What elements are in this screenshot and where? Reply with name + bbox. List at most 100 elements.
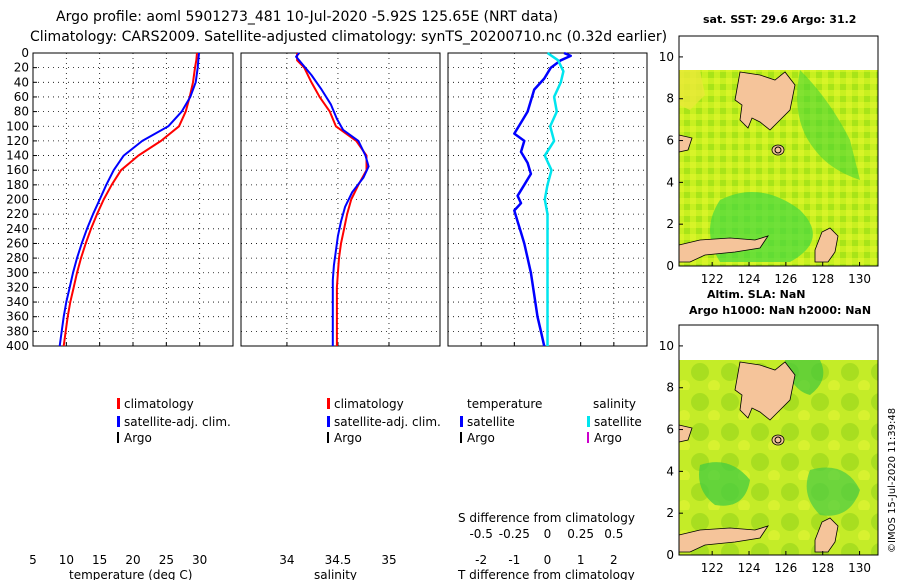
map-y-tick-label: 10 xyxy=(659,339,674,353)
legend-label-sal-argo: Argo xyxy=(594,431,622,445)
temperature-grid xyxy=(33,53,233,346)
depth-tick-label: 100 xyxy=(6,119,29,133)
depth-tick-label: 80 xyxy=(14,105,29,119)
legend-label-satellite: satellite-adj. clim. xyxy=(334,415,441,429)
depth-tick-label: 340 xyxy=(6,295,29,309)
legend-swatch-sal-satellite xyxy=(587,416,590,427)
depth-tick-label: 320 xyxy=(6,280,29,294)
sst-map-warm-patch xyxy=(679,70,705,110)
map-y-tick-label: 2 xyxy=(666,506,674,520)
salinity-panel-frame xyxy=(240,52,441,347)
legend-label-climatology: climatology xyxy=(124,397,194,411)
sla-map xyxy=(678,324,879,556)
depth-tick-label: 360 xyxy=(6,310,29,324)
sst-map-cool-patch xyxy=(797,70,860,180)
legend-swatch-sal-argo xyxy=(587,432,589,443)
legend-label-sal-satellite: satellite xyxy=(594,415,642,429)
x-tick-label: 0 xyxy=(544,553,552,567)
sla-map-title-line1: Altim. SLA: NaN xyxy=(707,288,806,301)
x-tick-label: 35 xyxy=(381,553,396,567)
sla-map-green-patch xyxy=(785,360,824,395)
map-y-tick-label: 10 xyxy=(659,50,674,64)
sla-map-land-south-west xyxy=(678,525,769,553)
depth-tick-label: 160 xyxy=(6,163,29,177)
map-y-tick-label: 8 xyxy=(666,92,674,106)
sst-map-small-island xyxy=(771,144,785,156)
map-x-tick-label: 126 xyxy=(774,272,797,286)
x-tick-label: 15 xyxy=(92,553,107,567)
series-line-salinity-satellite xyxy=(543,51,565,346)
depth-axis-ticks: 0204060801001201401601802002202402602803… xyxy=(6,46,37,353)
legend-label-temp-argo: Argo xyxy=(467,431,495,445)
depth-tick-label: 120 xyxy=(6,134,29,148)
map-x-tick-label: 130 xyxy=(848,561,871,575)
x-tick-label: 2 xyxy=(610,553,618,567)
figure-title-line2: Climatology: CARS2009. Satellite-adjuste… xyxy=(30,29,667,45)
x-tick-label: 20 xyxy=(125,553,140,567)
salinity-axis-ticks: 34 34.5 35 xyxy=(279,342,397,567)
sla-map-land-south-east xyxy=(814,517,839,553)
x-tick-label: 34.5 xyxy=(325,553,352,567)
legend-swatch-temp-satellite xyxy=(460,416,463,427)
depth-tick-label: 40 xyxy=(14,75,29,89)
legend-label-temp-satellite: satellite xyxy=(467,415,515,429)
s-diff-tick-label: -0.25 xyxy=(499,527,530,541)
salinity-axis-label: salinity xyxy=(314,568,357,580)
legend-swatch-temp-argo xyxy=(460,432,462,443)
map-y-tick-label: 0 xyxy=(666,548,674,562)
map-x-tick-label: 128 xyxy=(811,272,834,286)
sla-map-title-line2: Argo h1000: NaN h2000: NaN xyxy=(689,304,871,317)
x-tick-label: 30 xyxy=(192,553,207,567)
x-tick-label: -2 xyxy=(475,553,487,567)
difference-legend-temperature: temperature satellite Argo xyxy=(460,397,542,445)
legend-label-argo: Argo xyxy=(124,431,152,445)
legend-label-climatology: climatology xyxy=(334,397,404,411)
x-tick-label: 1 xyxy=(577,553,585,567)
map-x-tick-label: 130 xyxy=(848,272,871,286)
map-x-tick-label: 124 xyxy=(738,561,761,575)
legend-swatch-argo xyxy=(117,432,119,443)
depth-tick-label: 240 xyxy=(6,222,29,236)
map-y-tick-label: 2 xyxy=(666,217,674,231)
salinity-difference-axis-label: S difference from climatology xyxy=(458,511,635,525)
legend-title-temperature: temperature xyxy=(467,397,542,411)
map-y-tick-label: 4 xyxy=(666,175,674,189)
s-diff-tick-label: -0.5 xyxy=(469,527,492,541)
salinity-series xyxy=(295,52,370,346)
difference-axis-ticks: -2 -1 0 1 2 xyxy=(475,342,618,567)
map-x-tick-label: 124 xyxy=(738,272,761,286)
s-diff-tick-label: 0.25 xyxy=(567,527,594,541)
map-y-tick-label: 6 xyxy=(666,423,674,437)
depth-tick-label: 400 xyxy=(6,339,29,353)
depth-tick-label: 300 xyxy=(6,266,29,280)
salinity-grid xyxy=(241,53,440,346)
s-diff-tick-label: 0 xyxy=(544,527,552,541)
series-line-satellite-adj-clim- xyxy=(58,52,200,347)
legend-title-salinity: salinity xyxy=(593,397,636,411)
x-tick-label: 25 xyxy=(159,553,174,567)
x-tick-label: 10 xyxy=(59,553,74,567)
legend-label-argo: Argo xyxy=(334,431,362,445)
salinity-difference-axis-ticks: -0.5 -0.25 0 0.25 0.5 xyxy=(469,527,623,541)
depth-tick-label: 140 xyxy=(6,149,29,163)
map-y-tick-label: 4 xyxy=(666,464,674,478)
series-line-satellite-adj-clim- xyxy=(295,52,370,346)
map-y-tick-label: 0 xyxy=(666,259,674,273)
sst-map xyxy=(678,35,879,267)
figure-title-line1: Argo profile: aoml 5901273_481 10-Jul-20… xyxy=(56,9,558,25)
depth-tick-label: 260 xyxy=(6,236,29,250)
depth-tick-label: 380 xyxy=(6,324,29,338)
series-line-climatology xyxy=(296,53,368,346)
s-diff-tick-label: 0.5 xyxy=(604,527,623,541)
footer-stamp: ©IMOS 15-Jul-2020 11:39:48 xyxy=(887,408,898,553)
temperature-axis-label: temperature (deg C) xyxy=(69,568,192,580)
difference-series xyxy=(513,51,572,347)
depth-tick-label: 60 xyxy=(14,90,29,104)
sla-map-frame xyxy=(678,324,879,556)
depth-tick-label: 220 xyxy=(6,207,29,221)
sla-map-green-patch xyxy=(699,462,750,506)
series-line-climatology xyxy=(62,52,198,347)
sst-map-argo-marker xyxy=(774,146,782,154)
depth-tick-label: 200 xyxy=(6,193,29,207)
sla-map-small-island xyxy=(771,434,785,446)
